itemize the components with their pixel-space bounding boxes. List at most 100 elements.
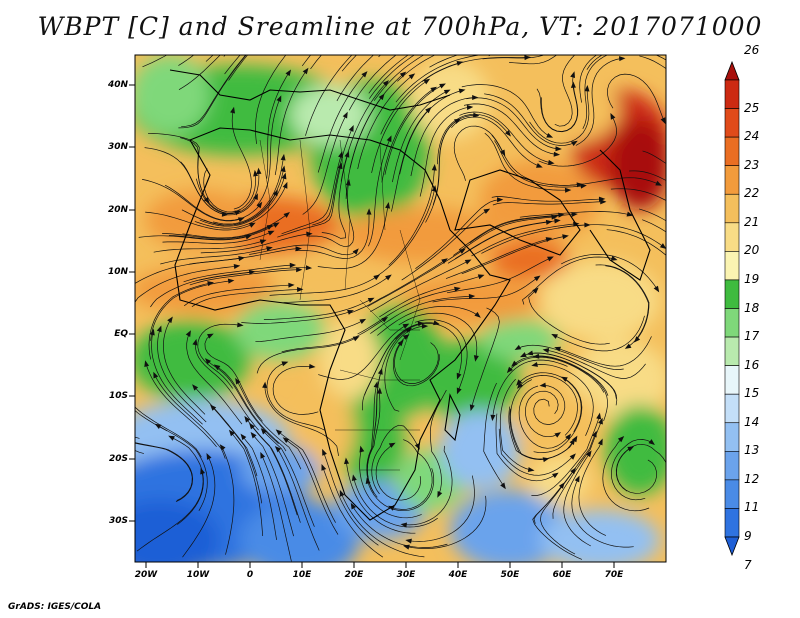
colorbar-label: 11: [744, 500, 760, 515]
lon-label-10e: 10E: [292, 570, 312, 580]
streamline: [371, 424, 419, 495]
streamline: [607, 73, 665, 121]
colorbar-swatch: [724, 365, 740, 395]
streamline: [191, 289, 300, 307]
streamline: [642, 150, 666, 164]
streamline-arrow: [153, 371, 159, 379]
colorbar-swatch: [724, 422, 740, 452]
streamline: [305, 55, 353, 136]
streamline: [251, 425, 301, 523]
streamline: [519, 211, 630, 218]
streamline-arrow: [526, 350, 534, 356]
colorbar-label: 22: [744, 186, 760, 201]
streamline-arrow: [322, 448, 327, 456]
streamline: [135, 436, 140, 439]
colorbar-label: 13: [744, 443, 760, 458]
streamline: [451, 116, 540, 167]
streamline: [154, 375, 226, 459]
streamline-arrow: [610, 255, 618, 261]
streamline-arrow: [342, 111, 348, 119]
streamline: [370, 295, 472, 334]
streamline-arrow: [585, 450, 592, 458]
streamline-arrow: [206, 453, 212, 460]
streamline-arrow: [397, 339, 404, 347]
colorbar-label: 9: [744, 529, 752, 543]
streamline-arrow: [367, 297, 375, 303]
streamline-arrow: [547, 256, 554, 262]
streamline: [525, 390, 559, 438]
colorbar-swatch: [724, 193, 740, 224]
streamline-arrow: [456, 387, 462, 395]
streamline-arrow: [580, 183, 587, 189]
streamline: [345, 461, 416, 534]
streamline-arrow: [427, 5, 432, 9]
streamline-arrow: [500, 482, 506, 490]
lon-label-0: 0: [246, 570, 254, 580]
streamline-arrow: [443, 89, 451, 95]
colorbar-swatch: [724, 451, 740, 481]
colorbar-label: 16: [744, 357, 760, 372]
streamline-arrow: [351, 474, 357, 482]
streamline-arrow: [124, 440, 129, 444]
streamline-arrow: [247, 49, 252, 54]
streamline-arrow: [405, 538, 412, 544]
streamline-arrow: [483, 208, 491, 214]
streamline: [513, 355, 609, 396]
streamline-arrow: [441, 258, 448, 264]
streamline-arrow: [597, 438, 603, 446]
lat-label-20n: 20N: [107, 205, 128, 215]
streamline: [369, 55, 415, 99]
streamline-arrow: [228, 429, 235, 437]
streamline-arrow: [240, 433, 247, 441]
streamline-arrow: [350, 502, 357, 510]
streamline-arrow: [504, 129, 511, 137]
streamline-arrow: [653, 285, 660, 293]
streamline-arrow: [289, 262, 297, 268]
streamline: [302, 115, 347, 215]
streamline: [469, 213, 574, 244]
colorbar-top-arrow: [724, 60, 740, 81]
streamline-arrow: [256, 167, 262, 175]
streamline-arrow: [204, 358, 212, 365]
streamline-arrow: [237, 322, 244, 328]
streamline: [263, 299, 372, 320]
streamline: [399, 90, 462, 175]
streamline: [183, 264, 293, 283]
streamline-arrow: [517, 382, 523, 389]
streamline: [312, 128, 353, 226]
streamline-arrow: [532, 287, 539, 294]
streamline: [517, 344, 624, 370]
streamline: [392, 336, 440, 387]
map-title: WBPT [C] and Sreamline at 700hPa, VT: 20…: [37, 12, 763, 41]
streamline: [277, 448, 320, 551]
streamline: [595, 264, 650, 340]
colorbar-label: 20: [744, 243, 760, 258]
streamline-arrow: [706, 229, 711, 234]
lon-label-30e: 30E: [396, 570, 416, 580]
streamline-arrow: [365, 477, 371, 485]
streamline-arrow: [267, 230, 275, 236]
streamline: [194, 386, 258, 477]
streamline: [377, 305, 478, 336]
colorbar-swatch: [724, 222, 740, 252]
streamline: [540, 470, 576, 555]
streamline: [216, 366, 287, 452]
streamline-arrow: [430, 86, 438, 93]
streamline: [178, 55, 247, 129]
streamline-arrow: [381, 316, 389, 323]
streamline: [415, 199, 500, 269]
streamline: [261, 455, 292, 562]
streamline-arrow: [282, 181, 288, 189]
streamline-arrow: [554, 346, 562, 352]
streamline: [374, 188, 435, 278]
temperature-field: [135, 55, 666, 562]
streamline: [135, 257, 242, 284]
streamline-arrow: [248, 222, 256, 228]
streamline-arrow: [681, 69, 686, 74]
streamline-arrow: [399, 71, 407, 78]
streamline-arrow: [281, 172, 287, 180]
streamline-arrow: [352, 248, 359, 255]
colorbar-label: 12: [744, 471, 760, 486]
streamline: [281, 318, 385, 353]
streamline: [498, 428, 574, 476]
